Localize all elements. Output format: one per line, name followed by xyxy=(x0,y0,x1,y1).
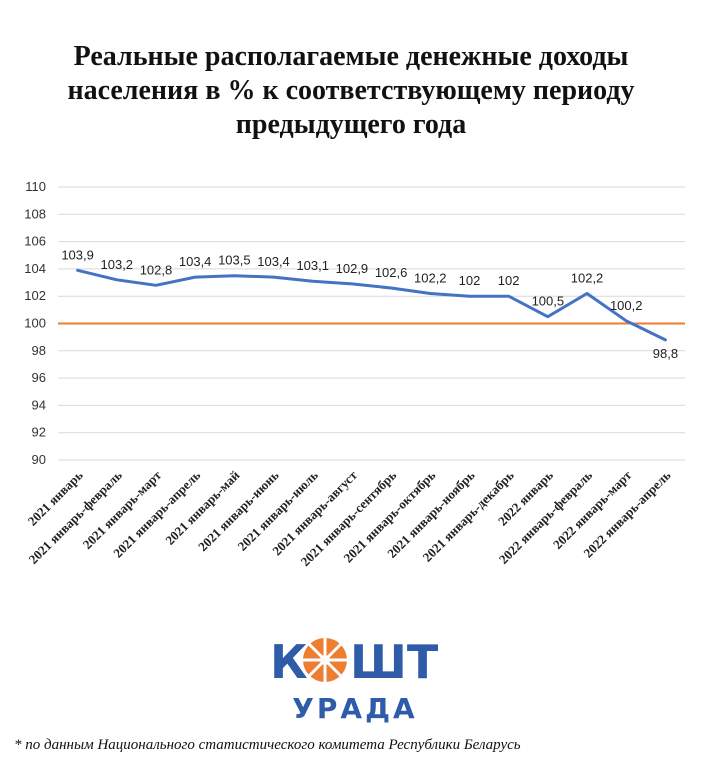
data-label: 103,4 xyxy=(257,254,290,269)
data-label: 98,8 xyxy=(653,346,678,361)
data-label: 100,5 xyxy=(532,294,565,309)
y-axis: 90 92 94 96 98 100 102 104 106 108 110 xyxy=(24,179,46,467)
y-tick-label: 98 xyxy=(32,343,46,358)
data-label: 102,6 xyxy=(375,265,408,280)
logo-subtitle: УРАДА xyxy=(292,692,417,725)
y-tick-label: 102 xyxy=(24,288,46,303)
data-label: 102,2 xyxy=(571,270,604,285)
orange-slice-icon xyxy=(303,638,347,682)
y-tick-label: 108 xyxy=(24,206,46,221)
source-footnote: * по данным Национального статистическог… xyxy=(14,737,521,753)
data-label: 102,9 xyxy=(336,261,369,276)
data-label: 103,9 xyxy=(61,247,94,262)
y-tick-label: 90 xyxy=(32,452,46,467)
y-tick-label: 92 xyxy=(32,425,46,440)
chart-title-line-2: населения в % к соответствующему периоду xyxy=(67,75,635,106)
data-label: 102 xyxy=(459,273,481,288)
chart-title-line-1: Реальные располагаемые денежные доходы xyxy=(73,41,629,72)
data-label: 100,2 xyxy=(610,298,643,313)
data-label: 103,2 xyxy=(101,257,134,272)
y-tick-label: 110 xyxy=(25,179,46,194)
data-label: 103,5 xyxy=(218,253,251,268)
grid-lines xyxy=(58,186,685,461)
series-line xyxy=(76,268,667,342)
chart-title-line-3: предыдущего года xyxy=(235,109,467,140)
data-label: 102,8 xyxy=(140,262,173,277)
y-tick-label: 106 xyxy=(24,234,46,249)
y-tick-label: 100 xyxy=(24,316,46,331)
series-group xyxy=(76,268,667,342)
y-tick-label: 104 xyxy=(24,261,46,276)
logo-letters-sht: ШТ xyxy=(350,635,439,689)
chart-title: Реальные располагаемые денежные доходы н… xyxy=(0,40,702,142)
data-labels: 103,9 103,2 102,8 103,4 103,5 103,4 103,1 102,9… xyxy=(61,247,678,361)
data-label: 103,4 xyxy=(179,254,212,269)
data-label: 102,2 xyxy=(414,270,447,285)
logo: К ШТ УРАДА xyxy=(270,635,439,725)
y-tick-label: 94 xyxy=(32,397,46,412)
logo-letter-k: К xyxy=(270,635,308,689)
data-label: 102 xyxy=(498,273,520,288)
data-label: 103,1 xyxy=(296,258,329,273)
y-tick-label: 96 xyxy=(32,370,46,385)
